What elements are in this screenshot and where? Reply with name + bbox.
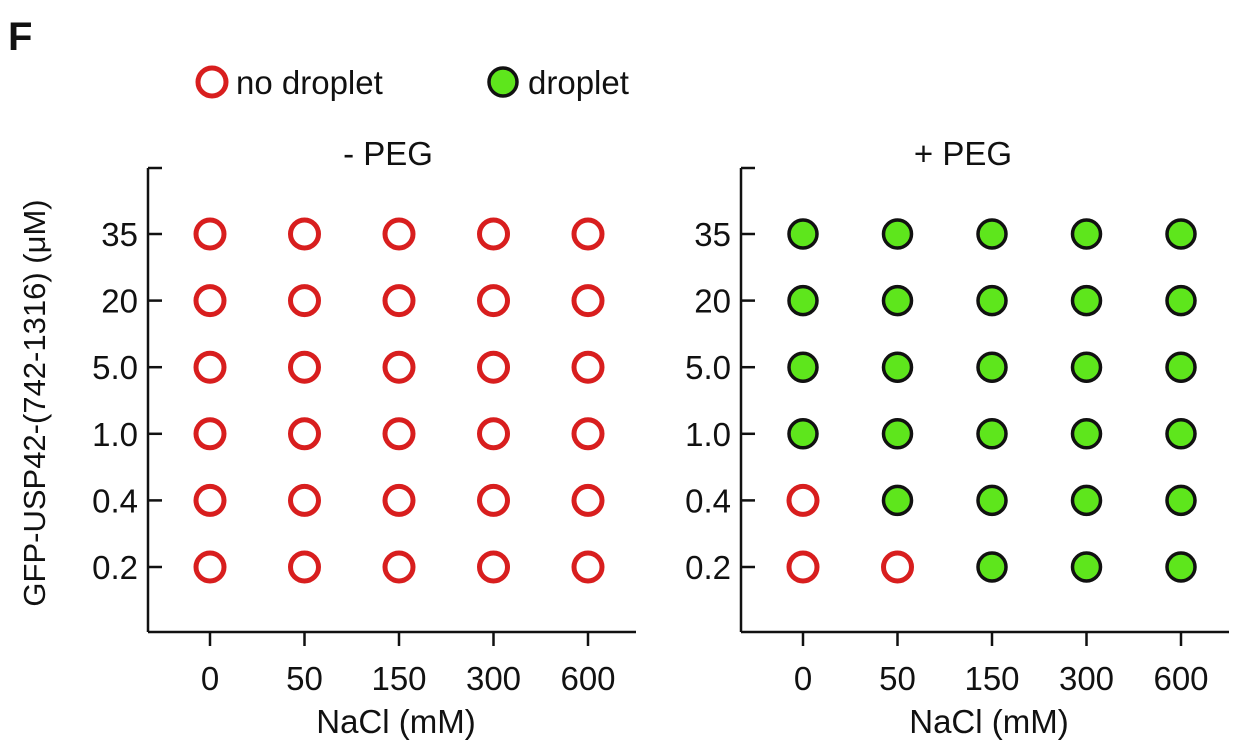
data-point-droplet <box>881 284 914 317</box>
panel-label: F <box>8 15 32 59</box>
data-point-droplet <box>1070 484 1103 517</box>
data-point-no-droplet <box>193 417 227 451</box>
data-point-droplet <box>1070 218 1103 250</box>
x-tick-label: 0 <box>794 660 812 697</box>
data-point-droplet <box>976 351 1008 383</box>
data-point-droplet <box>787 351 819 383</box>
y-tick-label: 0.4 <box>92 482 138 519</box>
data-point-no-droplet <box>477 483 510 517</box>
data-point-droplet <box>976 484 1008 517</box>
data-point-droplet <box>1165 284 1197 317</box>
data-point-droplet <box>1165 484 1197 517</box>
data-point-no-droplet <box>193 350 227 384</box>
y-tick-label: 35 <box>694 216 731 253</box>
data-point-no-droplet <box>571 417 605 451</box>
x-axis-label: NaCl (mM) <box>909 703 1068 740</box>
data-point-droplet <box>881 418 914 450</box>
x-tick-label: 300 <box>1059 660 1114 697</box>
panel-plus-peg: + PEG 0.2 0.4 1.0 5.0 20 35 0 50 150 300 600 NaCl (m… <box>685 135 1229 740</box>
data-point-no-droplet <box>288 483 321 517</box>
data-point-no-droplet <box>477 284 510 318</box>
panel-minus-peg: - PEG 0.2 0.4 1.0 5.0 20 35 0 50 150 300 600 NaCl (m… <box>92 135 636 740</box>
y-tick-label: 1.0 <box>92 416 138 453</box>
y-tick-label: 35 <box>101 216 138 253</box>
data-point-no-droplet <box>382 550 416 584</box>
y-axis-label: GFP-USP42-(742-1316) (μM) <box>17 199 52 606</box>
data-point-droplet <box>787 284 819 317</box>
data-point-no-droplet <box>786 483 820 517</box>
x-tick-label: 50 <box>879 660 916 697</box>
x-tick-label: 50 <box>286 660 323 697</box>
legend-no-droplet-marker <box>195 65 229 99</box>
y-tick-label: 20 <box>694 283 731 320</box>
data-point-no-droplet <box>288 350 321 384</box>
data-point-droplet <box>976 418 1008 450</box>
data-point-no-droplet <box>193 284 227 318</box>
y-tick-label: 5.0 <box>92 349 138 386</box>
data-point-no-droplet <box>571 217 605 251</box>
legend-droplet-label: droplet <box>528 64 629 101</box>
data-point-no-droplet <box>288 284 321 318</box>
data-point-no-droplet <box>382 417 416 451</box>
y-tick-label: 20 <box>101 283 138 320</box>
legend: no droplet droplet <box>195 64 629 101</box>
data-point-droplet <box>1070 284 1103 317</box>
data-point-no-droplet <box>288 550 321 584</box>
x-tick-label: 0 <box>201 660 219 697</box>
x-tick-label: 150 <box>371 660 426 697</box>
data-point-no-droplet <box>881 550 914 584</box>
data-point-no-droplet <box>571 350 605 384</box>
data-point-no-droplet <box>477 350 510 384</box>
legend-droplet-marker <box>487 66 519 98</box>
x-tick-label: 600 <box>560 660 615 697</box>
data-point-no-droplet <box>382 284 416 318</box>
data-point-no-droplet <box>382 483 416 517</box>
data-point-no-droplet <box>571 284 605 318</box>
y-tick-label: 0.2 <box>92 549 138 586</box>
data-point-droplet <box>1070 418 1103 450</box>
x-axis-label: NaCl (mM) <box>316 703 475 740</box>
y-tick-label: 0.4 <box>685 482 731 519</box>
data-point-droplet <box>1165 418 1197 450</box>
panel-title: - PEG <box>343 135 433 172</box>
data-point-droplet <box>1070 551 1103 583</box>
data-point-no-droplet <box>477 417 510 451</box>
data-point-droplet <box>881 351 914 383</box>
legend-no-droplet-label: no droplet <box>236 64 383 101</box>
data-point-no-droplet <box>382 217 416 251</box>
data-point-droplet <box>976 284 1008 317</box>
data-point-droplet <box>787 418 819 450</box>
data-point-no-droplet <box>288 217 321 251</box>
data-point-droplet <box>881 218 914 250</box>
data-point-droplet <box>1165 551 1197 583</box>
data-point-no-droplet <box>571 550 605 584</box>
data-point-droplet <box>787 218 819 250</box>
y-tick-label: 1.0 <box>685 416 731 453</box>
data-point-no-droplet <box>477 217 510 251</box>
x-tick-label: 600 <box>1153 660 1208 697</box>
y-tick-label: 5.0 <box>685 349 731 386</box>
data-point-no-droplet <box>288 417 321 451</box>
data-point-droplet <box>1165 351 1197 383</box>
data-point-no-droplet <box>571 483 605 517</box>
data-point-droplet <box>976 218 1008 250</box>
data-point-droplet <box>881 484 914 517</box>
data-point-no-droplet <box>193 550 227 584</box>
data-point-droplet <box>976 551 1008 583</box>
x-tick-label: 300 <box>466 660 521 697</box>
panel-title: + PEG <box>914 135 1012 172</box>
data-point-no-droplet <box>786 550 820 584</box>
data-point-droplet <box>1165 218 1197 250</box>
data-point-no-droplet <box>193 217 227 251</box>
data-point-droplet <box>1070 351 1103 383</box>
y-tick-label: 0.2 <box>685 549 731 586</box>
data-point-no-droplet <box>477 550 510 584</box>
x-tick-label: 150 <box>964 660 1019 697</box>
data-point-no-droplet <box>193 483 227 517</box>
data-point-no-droplet <box>382 350 416 384</box>
